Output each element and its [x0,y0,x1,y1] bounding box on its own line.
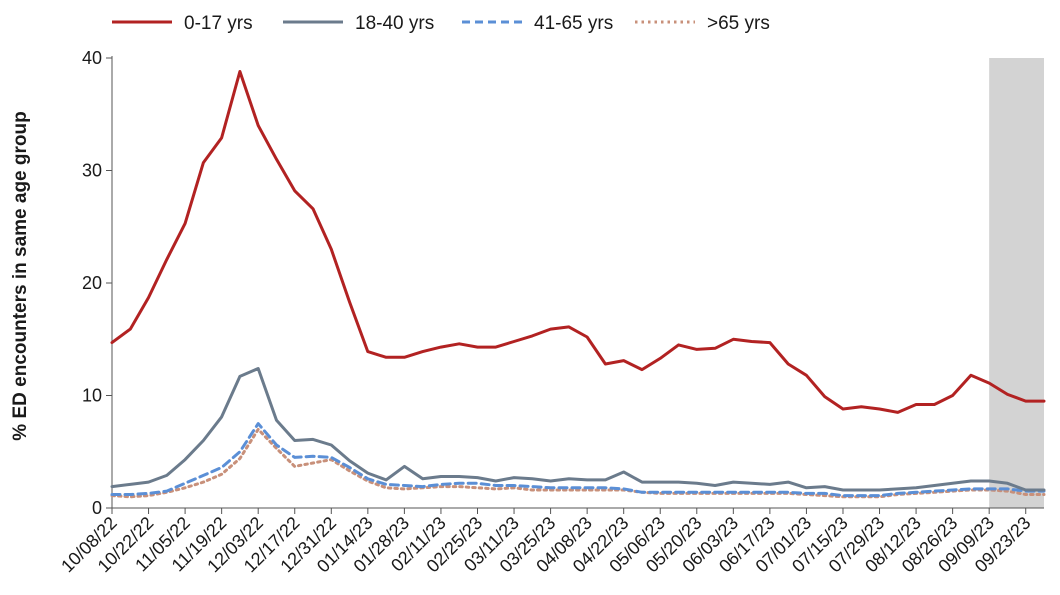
legend-label: >65 yrs [707,13,770,34]
series-line-3 [110,422,1046,498]
y-tick-label: 10 [82,386,102,406]
shaded-region [989,58,1044,508]
y-tick-label: 30 [82,161,102,181]
y-tick-label: 40 [82,48,102,68]
axes: 01020304010/08/2210/22/2211/05/2211/19/2… [57,48,1044,576]
series-lines [110,70,1046,499]
series-line-2 [110,367,1046,492]
legend: 0-17 yrs 18-40 yrs 41-65 yrs >65 yrs [112,13,770,34]
shaded-region-layer [989,58,1044,508]
y-tick-label: 20 [82,273,102,293]
y-axis-label: % ED encounters in same age group [10,111,31,440]
legend-label: 0-17 yrs [184,13,253,34]
y-tick-label: 0 [92,498,102,518]
legend-label: 18-40 yrs [355,13,434,34]
series-line-1 [110,70,1046,414]
legend-label: 41-65 yrs [534,13,613,34]
